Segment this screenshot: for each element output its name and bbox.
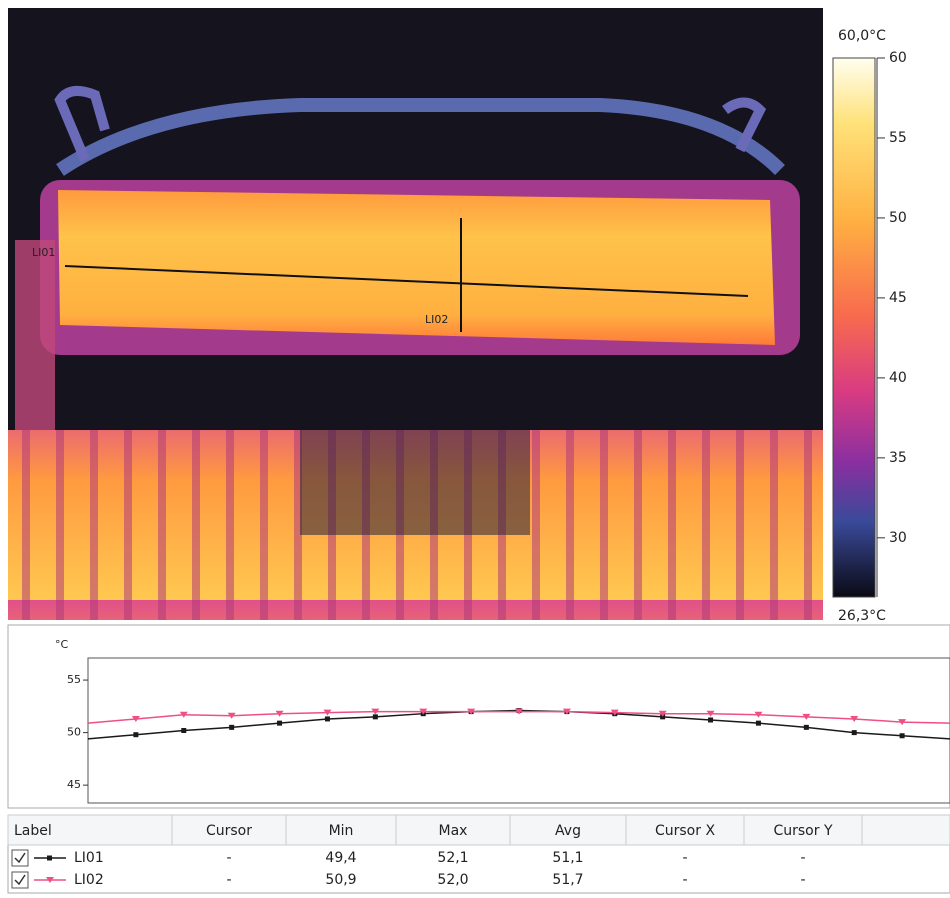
series-marker	[754, 711, 763, 718]
series-marker	[275, 710, 284, 717]
column-header: Min	[329, 823, 354, 839]
scale-tick-label: 30	[889, 530, 907, 546]
series-marker	[851, 730, 857, 736]
series-marker	[179, 711, 188, 718]
table-cell: LI01	[74, 850, 104, 866]
line-li01	[64, 265, 749, 297]
column-header: Cursor	[206, 823, 252, 839]
table-cell: -	[226, 850, 231, 866]
color-scale	[832, 57, 876, 598]
series-marker	[419, 708, 428, 715]
check	[14, 874, 26, 886]
series-marker	[803, 724, 809, 730]
legend-marker	[47, 855, 52, 861]
series-marker	[706, 710, 715, 717]
y-tick-label: 50	[67, 726, 81, 739]
series-marker	[802, 713, 811, 720]
series-marker	[181, 728, 187, 733]
scale-tick-label: 35	[889, 450, 907, 466]
plot-area	[87, 657, 950, 804]
table-cell: 52,1	[437, 850, 468, 866]
series-marker	[467, 708, 476, 715]
series-marker	[755, 720, 761, 726]
thermal-image	[8, 8, 823, 620]
table-cell: 49,4	[325, 850, 356, 866]
scale-tick-label: 50	[889, 210, 907, 226]
column-header: Label	[14, 823, 52, 839]
column-header: Cursor Y	[773, 823, 832, 839]
y-axis-label: °C	[55, 638, 69, 651]
series-marker	[660, 714, 666, 720]
y-tick-label: 55	[67, 673, 81, 686]
table-cell: LI02	[74, 872, 104, 888]
scale-tick-label: 55	[889, 130, 907, 146]
check	[14, 852, 26, 864]
column-header: Max	[439, 823, 468, 839]
legend-marker	[46, 877, 54, 883]
series-marker	[899, 733, 905, 739]
line-label: LI01	[32, 246, 55, 259]
y-tick-label: 45	[67, 778, 81, 791]
column-header: Avg	[555, 823, 581, 839]
table	[7, 814, 950, 894]
series-marker	[324, 716, 330, 722]
line-label: LI02	[425, 313, 448, 326]
table-cell: -	[682, 850, 687, 866]
checkbox	[11, 849, 29, 867]
table-cell: 52,0	[437, 872, 468, 888]
series-marker	[371, 708, 380, 715]
table-cell: -	[226, 872, 231, 888]
series-marker	[898, 719, 907, 726]
scale-tick-label: 45	[889, 290, 907, 306]
table-cell: -	[800, 872, 805, 888]
scale-tick-label: 60	[889, 50, 907, 66]
table-cell: -	[800, 850, 805, 866]
table-cell: -	[682, 872, 687, 888]
scale-max: 60,0°C	[838, 28, 886, 44]
table-cell: 51,7	[552, 872, 583, 888]
series-marker	[562, 708, 571, 715]
column-header: Cursor X	[655, 823, 715, 839]
series-marker	[227, 712, 236, 719]
series-marker	[850, 715, 859, 722]
series-marker	[708, 717, 714, 723]
series-marker	[515, 708, 523, 715]
table-cell: 50,9	[325, 872, 356, 888]
table-cell: 51,1	[552, 850, 583, 866]
series-marker	[133, 732, 139, 738]
checkbox	[11, 871, 29, 889]
scale-min: 26,3°C	[838, 608, 886, 624]
scale-tick-label: 40	[889, 370, 907, 386]
series-marker	[229, 724, 235, 730]
series-marker	[323, 709, 332, 716]
series-marker	[610, 709, 619, 716]
series-marker	[372, 714, 378, 720]
series-marker	[131, 715, 140, 722]
series-marker	[277, 720, 283, 726]
series-marker	[658, 710, 667, 717]
